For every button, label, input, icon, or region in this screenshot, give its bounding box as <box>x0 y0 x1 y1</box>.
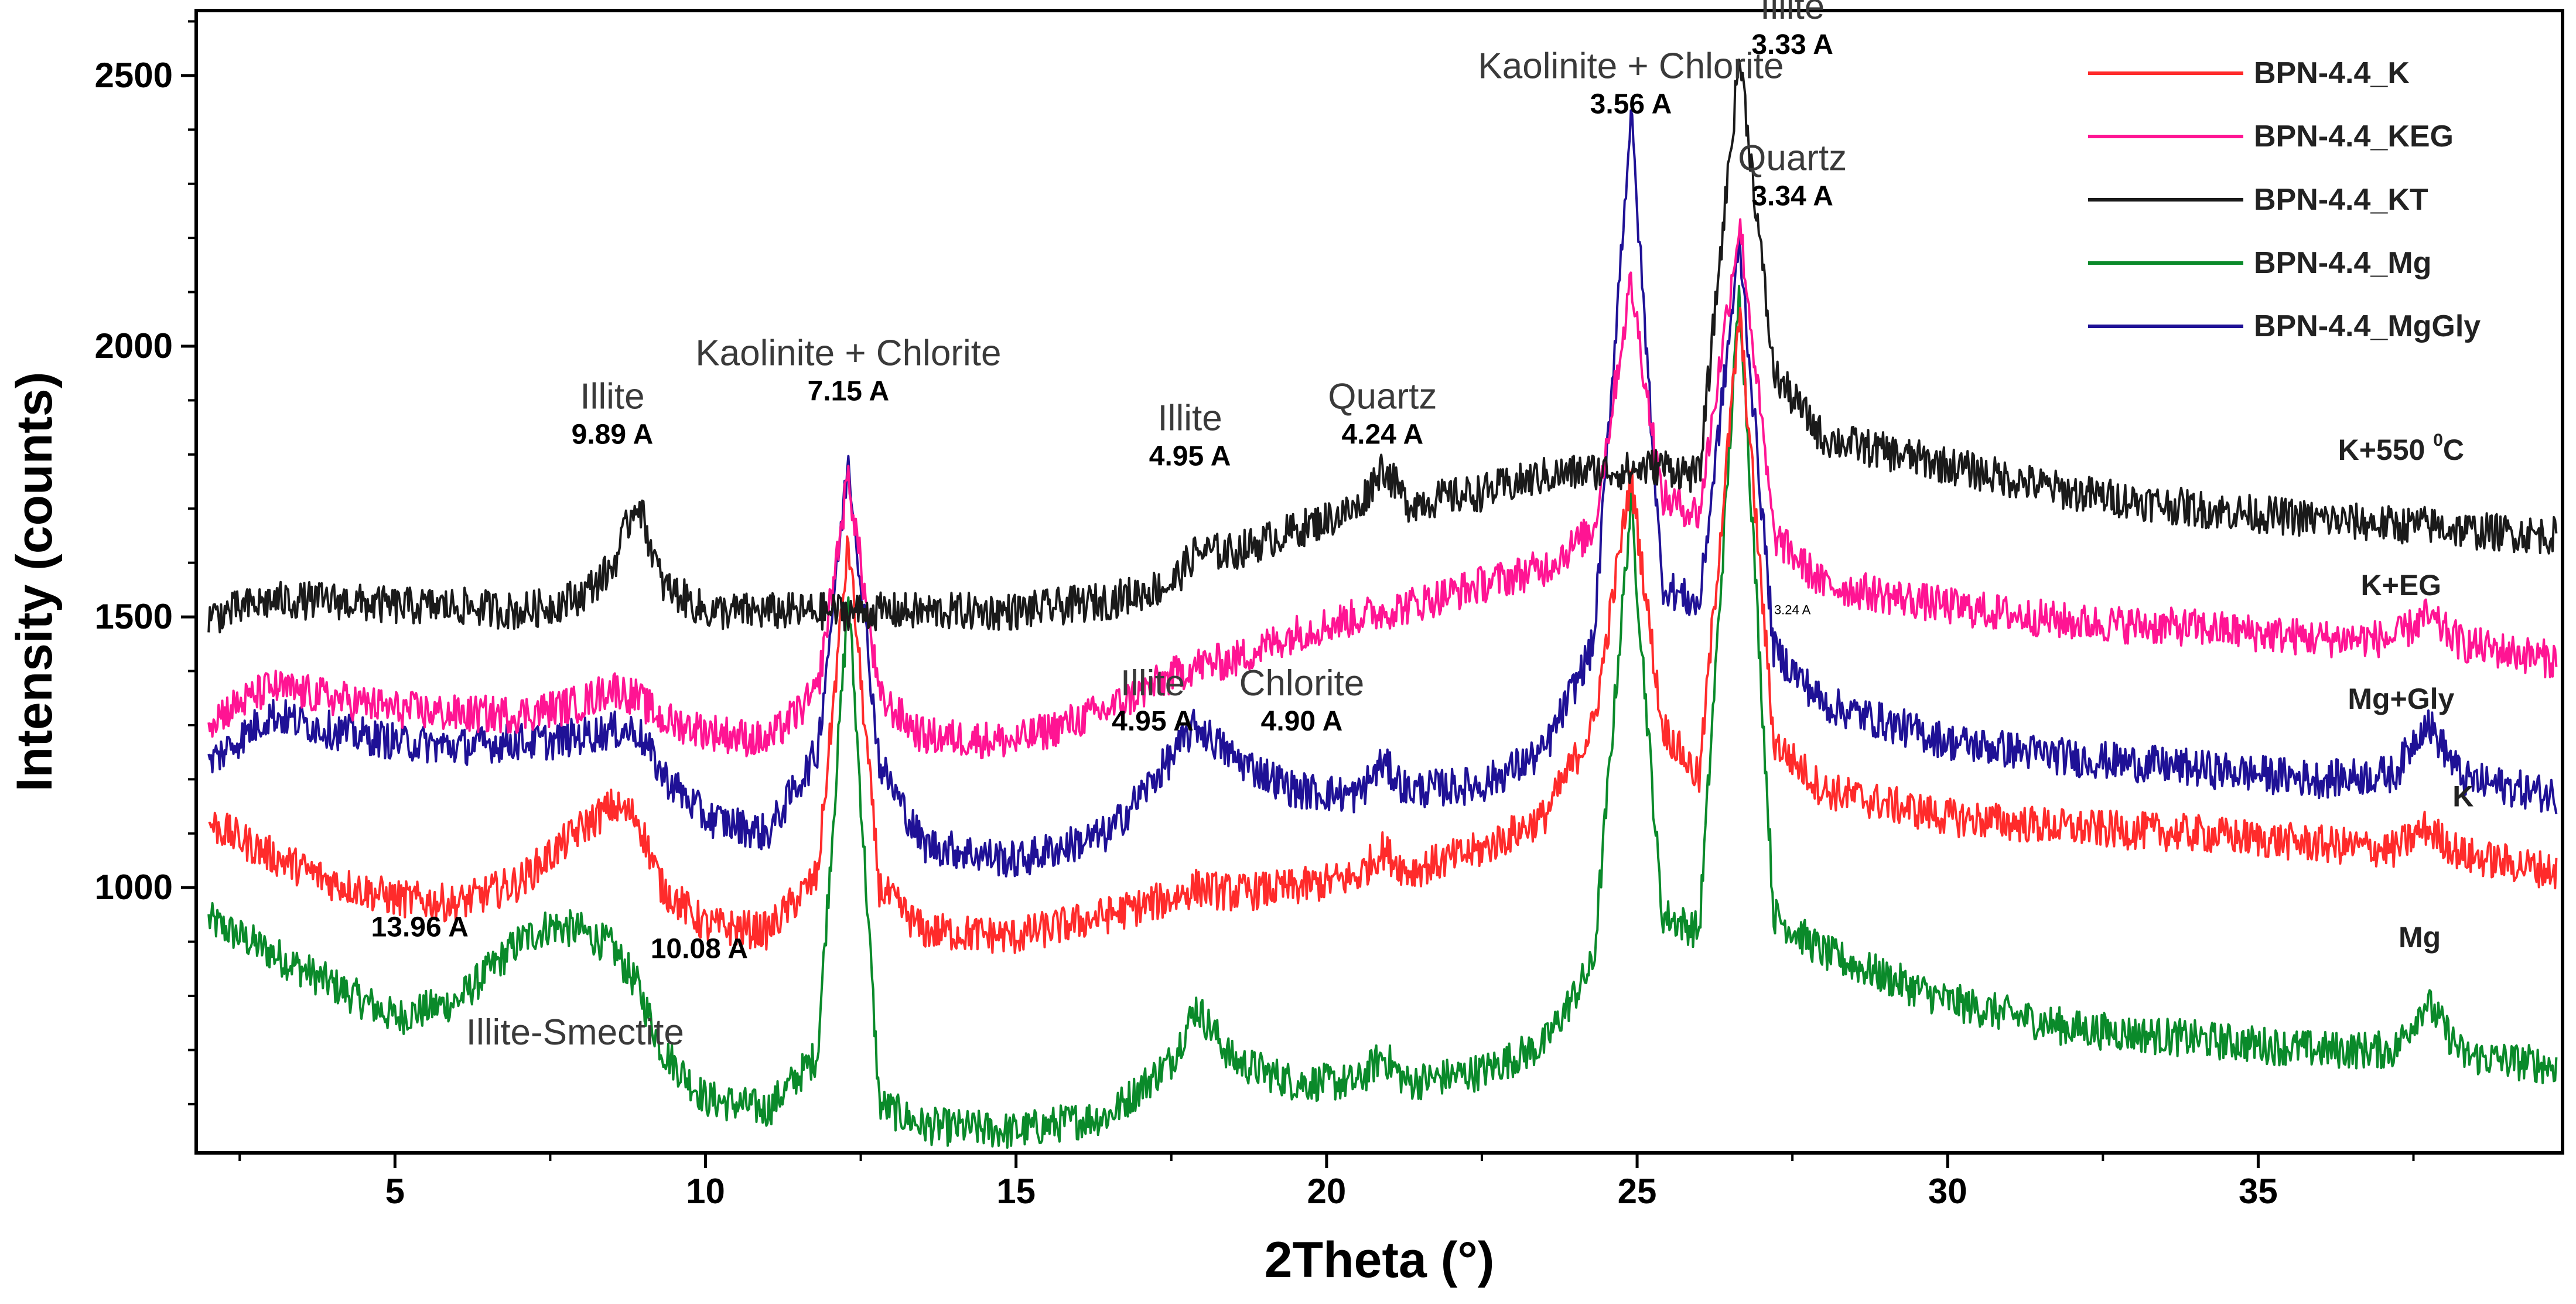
peak-mineral-label: Illite <box>580 376 644 417</box>
peak-mineral-label: Illite <box>1120 663 1185 704</box>
peak-d-spacing-label: 9.89 A <box>572 419 654 450</box>
trace-label: K <box>2452 780 2473 813</box>
peak-d-spacing-label: 7.15 A <box>808 376 890 407</box>
x-tick-label: 5 <box>385 1172 405 1211</box>
trace-label-sup: 0 <box>2433 431 2443 450</box>
plot-frame <box>194 9 2564 1155</box>
y-tick-label: 2000 <box>95 326 173 366</box>
legend-label-bpn-4-4-keg: BPN-4.4_KEG <box>2254 120 2454 153</box>
trace-label: K+550 0C <box>2338 431 2464 466</box>
legend-label-bpn-4-4-k: BPN-4.4_K <box>2254 56 2410 90</box>
series-line-bpn-4-4-keg <box>207 218 2558 760</box>
peak-d-spacing-label: 3.33 A <box>1751 29 1833 60</box>
trace-label: Mg+Gly <box>2348 682 2454 715</box>
x-tick-label: 20 <box>1307 1172 1346 1211</box>
series-line-bpn-4-4-mg <box>207 285 2558 1149</box>
series-layer <box>207 58 2558 1149</box>
trace-label-text: K <box>2452 780 2473 813</box>
peak-label-small: 3.24 A <box>1774 602 1811 617</box>
x-tick-label: 35 <box>2239 1172 2278 1211</box>
peak-d-spacing-label: 4.95 A <box>1149 441 1231 472</box>
peak-d-spacing-label: 4.95 A <box>1112 706 1194 737</box>
axes-layer: 5 10 15 20 25 30 35 1000 1500 2000 2500 <box>95 20 2415 1211</box>
y-tick-label: 1000 <box>95 868 173 907</box>
peak-d-spacing-label: 4.24 A <box>1341 419 1423 450</box>
series-line-bpn-4-4-k <box>208 306 2558 954</box>
peak-mineral-label: Illite-Smectite <box>466 1012 684 1053</box>
x-tick-label: 10 <box>686 1172 725 1211</box>
y-axis-title: Intensity (counts) <box>6 372 63 792</box>
peak-mineral-label: Quartz <box>1738 138 1847 179</box>
trace-label-text: K+EG <box>2361 569 2442 602</box>
legend-label-bpn-4-4-mggly: BPN-4.4_MgGly <box>2254 309 2481 343</box>
peak-d-spacing-label: 3.34 A <box>1751 181 1833 212</box>
peak-d-spacing-label: 10.08 A <box>651 933 748 964</box>
legend-label-bpn-4-4-kt: BPN-4.4_KT <box>2254 183 2428 217</box>
trace-label: Mg <box>2399 921 2441 954</box>
trace-label-unit: C <box>2443 433 2464 466</box>
trace-label-text: Mg <box>2399 921 2441 954</box>
series-line-bpn-4-4-kt <box>207 58 2558 634</box>
peak-d-spacing-label: 13.96 A <box>371 912 469 943</box>
legend-label-bpn-4-4-mg: BPN-4.4_Mg <box>2254 246 2431 280</box>
trace-label-layer: K+550 0C K+EG Mg+Gly K Mg <box>2338 431 2474 954</box>
x-tick-label: 25 <box>1618 1172 1657 1211</box>
peak-mineral-label: Kaolinite + Chlorite <box>695 333 1001 373</box>
y-tick-label: 2500 <box>95 56 173 95</box>
peak-mineral-label: Illite <box>1157 398 1222 438</box>
series-line-bpn-4-4-mggly <box>207 109 2558 878</box>
trace-label: K+EG <box>2361 569 2442 602</box>
trace-label-text: K+550 <box>2338 433 2434 466</box>
peak-d-spacing-label: 3.56 A <box>1590 89 1672 120</box>
peak-d-spacing-label: 4.90 A <box>1261 706 1343 737</box>
y-tick-label: 1500 <box>95 597 173 636</box>
x-tick-label: 30 <box>1928 1172 1967 1211</box>
peak-mineral-label: Chlorite <box>1239 663 1365 704</box>
x-tick-label: 15 <box>996 1172 1036 1211</box>
peak-mineral-label: Kaolinite + Chlorite <box>1478 46 1784 87</box>
legend: BPN-4.4_K BPN-4.4_KEG BPN-4.4_KT BPN-4.4_Mg… <box>2088 56 2481 343</box>
x-axis-title: 2Theta (°) <box>1265 1232 1495 1288</box>
peak-mineral-label: Quartz <box>1328 376 1437 417</box>
trace-label-text: Mg+Gly <box>2348 682 2454 715</box>
peak-mineral-label: Illite <box>1760 0 1825 27</box>
